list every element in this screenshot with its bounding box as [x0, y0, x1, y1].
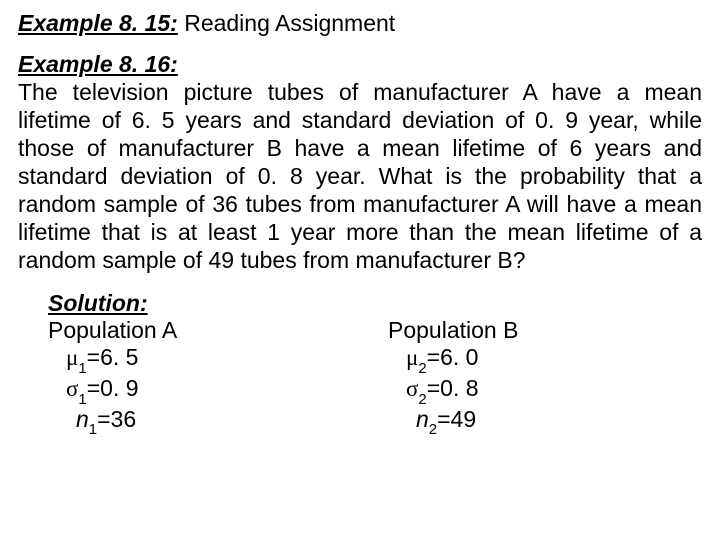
solution-block: Solution: Population A μ1=6. 5 σ1=0. 9 n…: [18, 290, 702, 436]
population-a-sigma: σ1=0. 9: [48, 375, 388, 406]
solution-label: Solution:: [48, 290, 148, 316]
example-815-line: Example 8. 15: Reading Assignment: [18, 10, 702, 37]
population-b-n: n2=49: [388, 406, 688, 437]
population-b-sigma: σ2=0. 8: [388, 375, 688, 406]
example-816-body: The television picture tubes of manufact…: [18, 78, 702, 274]
population-a-mu: μ1=6. 5: [48, 344, 388, 375]
population-row: Population A μ1=6. 5 σ1=0. 9 n1=36 Popul…: [48, 317, 702, 436]
example-816-label: Example 8. 16:: [18, 51, 178, 77]
example-815-title: Reading Assignment: [178, 10, 395, 36]
population-b-title: Population B: [388, 317, 688, 344]
population-a-n: n1=36: [48, 406, 388, 437]
example-816-label-line: Example 8. 16:: [18, 51, 702, 78]
population-b-mu: μ2=6. 0: [388, 344, 688, 375]
population-a-title: Population A: [48, 317, 388, 344]
population-b-col: Population B μ2=6. 0 σ2=0. 8 n2=49: [388, 317, 688, 436]
population-a-col: Population A μ1=6. 5 σ1=0. 9 n1=36: [48, 317, 388, 436]
example-815-label: Example 8. 15:: [18, 10, 178, 36]
